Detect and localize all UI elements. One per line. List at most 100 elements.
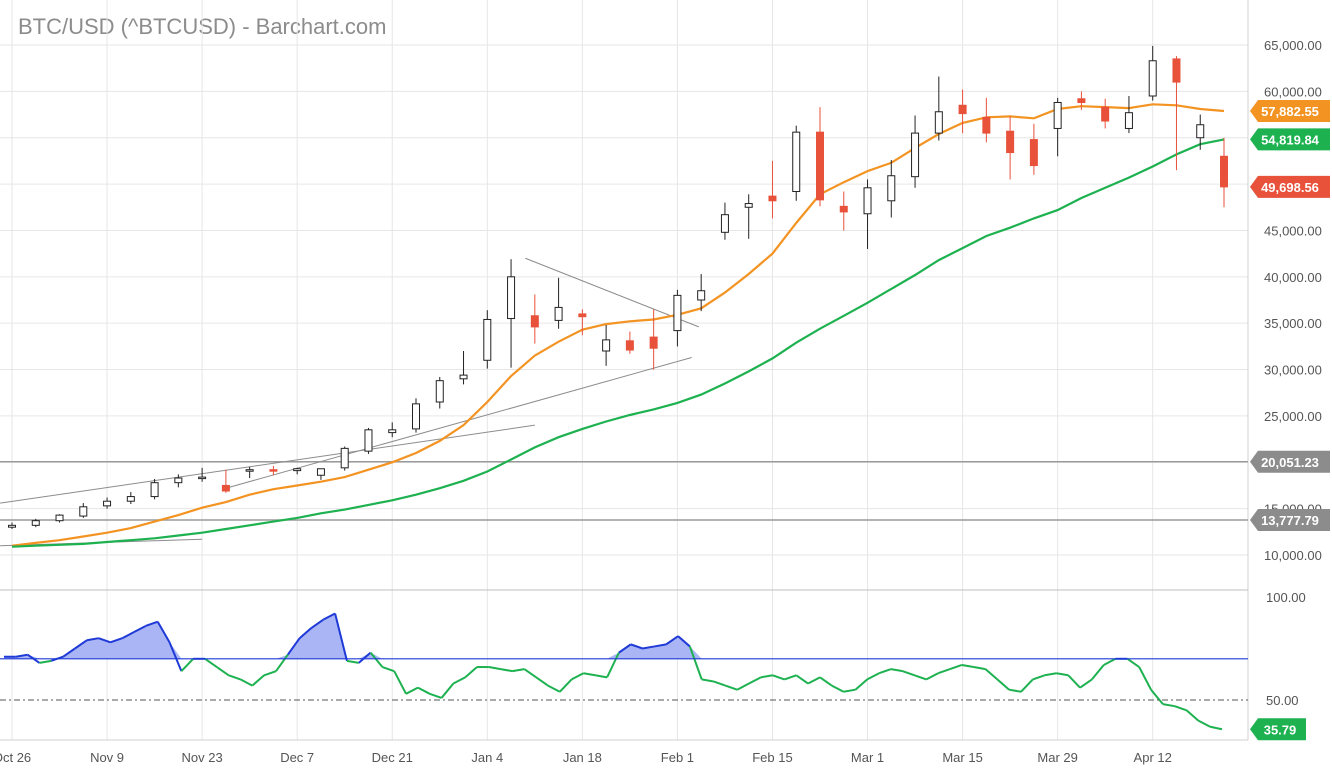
- candle-body: [364, 429, 373, 452]
- candle-body: [340, 447, 349, 469]
- rsi-line-segment: [15, 653, 28, 658]
- rsi-line-segment: [688, 646, 703, 680]
- candle-body: [673, 294, 682, 332]
- rsi-line-segment: [831, 684, 845, 693]
- x-tick-label: Feb 15: [752, 750, 792, 765]
- rsi-line-segment: [878, 668, 892, 675]
- candle-body: [720, 214, 729, 233]
- rsi-line-segment: [523, 668, 537, 679]
- candle-body: [530, 315, 539, 328]
- rsi-line-segment: [1197, 719, 1211, 728]
- rsi-line-segment: [86, 637, 99, 642]
- rsi-line-segment: [275, 654, 289, 672]
- candle-body: [55, 514, 64, 522]
- x-tick-label: Oct 26: [0, 750, 31, 765]
- level-13777-tag: [1250, 508, 1330, 531]
- rsi-line-segment: [618, 643, 632, 654]
- rsi-line-segment: [1103, 657, 1117, 666]
- rsi-line-segment: [736, 682, 750, 691]
- rsi-line-segment: [358, 651, 372, 664]
- rsi-line-segment: [547, 684, 561, 693]
- candle-body: [293, 468, 302, 472]
- rsi-line-segment: [630, 643, 643, 650]
- rsi-line-segment: [369, 651, 384, 668]
- rsi-line-segment: [500, 668, 513, 673]
- rsi-line-segment: [973, 666, 986, 671]
- candle-body: [578, 313, 587, 318]
- rsi-line-segment: [298, 627, 313, 639]
- y-tick-label: 40,000.00: [1264, 270, 1322, 285]
- candle-body: [1101, 106, 1110, 122]
- rsi-line-segment: [984, 668, 998, 681]
- last-price-tag: [1250, 175, 1330, 198]
- rsi-line-segment: [405, 686, 419, 695]
- y-tick-label: 65,000.00: [1264, 38, 1322, 53]
- x-tick-label: Jan 4: [471, 750, 503, 765]
- rsi-line-segment: [819, 676, 833, 687]
- y-tick-label: 35,000.00: [1264, 316, 1322, 331]
- rsi-line-segment: [334, 613, 348, 662]
- candle-body: [649, 336, 658, 349]
- rsi-line-segment: [110, 637, 123, 644]
- rsi-line-segment: [1209, 725, 1223, 731]
- candle-body: [697, 290, 706, 301]
- candle-body: [221, 484, 230, 492]
- x-tick-label: Mar 15: [942, 750, 982, 765]
- rsi-line-segment: [62, 647, 76, 658]
- rsi-line-segment: [760, 674, 773, 679]
- rsi-line-segment: [240, 678, 253, 687]
- y-tick-label: 30,000.00: [1264, 363, 1322, 378]
- ma-short-line: [11, 103, 1225, 547]
- x-tick-label: Dec 21: [372, 750, 413, 765]
- ma-short-value-tag-text: 57,882.55: [1261, 104, 1319, 119]
- rsi-line-segment: [180, 658, 194, 672]
- rsi-line-segment: [1044, 672, 1057, 677]
- candle-body: [79, 506, 88, 517]
- candle-body: [554, 306, 563, 321]
- rsi-line-segment: [784, 674, 797, 681]
- rsi-line-segment: [322, 612, 336, 621]
- rsi-line-segment: [74, 639, 88, 650]
- candle-body: [792, 131, 801, 193]
- ma-long-value-tag: [1250, 128, 1330, 151]
- candle-body: [768, 195, 777, 202]
- candle-body: [198, 476, 207, 480]
- rsi-line-segment: [795, 674, 809, 685]
- candle-body: [1148, 60, 1157, 97]
- candle-body: [1220, 155, 1228, 188]
- ma-long-line: [11, 138, 1225, 548]
- rsi-line-segment: [606, 652, 620, 678]
- rsi-line-segment: [535, 676, 549, 687]
- candle-body: [31, 520, 40, 526]
- rsi-line-segment: [1032, 674, 1045, 681]
- rsi-line-segment: [228, 674, 241, 681]
- rsi-line-segment: [216, 666, 230, 677]
- rsi-line-segment: [156, 621, 171, 643]
- x-tick-label: Mar 29: [1037, 750, 1077, 765]
- rsi-line-segment: [382, 666, 395, 673]
- candle-body: [1124, 112, 1133, 129]
- rsi-line-segment: [665, 635, 679, 646]
- rsi-line-segment: [145, 620, 159, 627]
- level-20051-tag-text: 20,051.23: [1261, 455, 1319, 470]
- rsi-line-segment: [713, 680, 726, 687]
- rsi-line-segment: [949, 664, 963, 671]
- rsi-line-segment: [996, 678, 1010, 691]
- rsi-line-segment: [512, 668, 525, 673]
- rsi-line-segment: [843, 688, 856, 693]
- rsi-tick-label: 100.00: [1266, 590, 1306, 605]
- rsi-line-segment: [204, 657, 218, 668]
- x-tick-label: Feb 1: [661, 750, 694, 765]
- rsi-line-segment: [677, 635, 691, 648]
- rsi-line-segment: [417, 686, 431, 695]
- rsi-line-segment: [748, 676, 762, 685]
- rsi-line-segment: [251, 674, 265, 687]
- candle-body: [174, 477, 183, 484]
- candle-body: [316, 468, 325, 476]
- candle-body: [625, 340, 634, 351]
- rsi-line-segment: [1150, 689, 1164, 705]
- candle-body: [602, 339, 611, 352]
- candle-body: [103, 500, 112, 507]
- trendline-channel: [225, 357, 692, 489]
